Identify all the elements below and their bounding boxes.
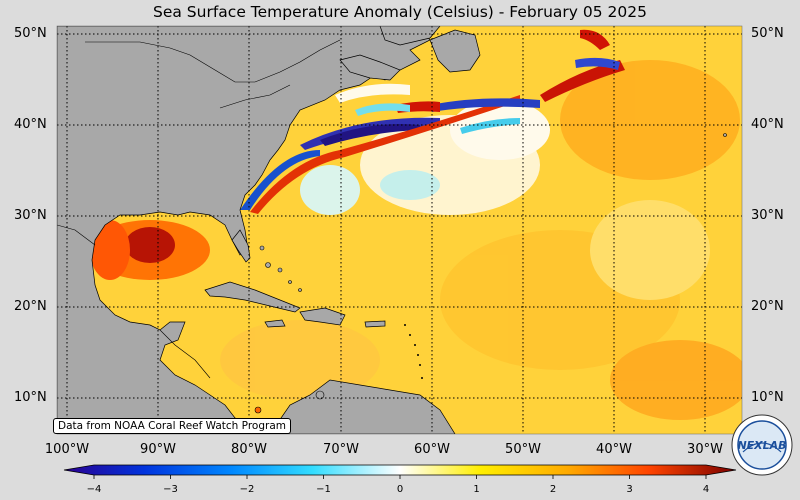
map-title: Sea Surface Temperature Anomaly (Celsius… bbox=[153, 3, 647, 21]
lon-label-40w: 40°W bbox=[596, 442, 632, 457]
lat-label-10-left: 10°N bbox=[14, 390, 47, 405]
lon-label-50w: 50°W bbox=[505, 442, 541, 457]
gridlines bbox=[57, 26, 742, 434]
colorbar bbox=[63, 464, 737, 476]
lon-label-70w: 70°W bbox=[323, 442, 359, 457]
colorbar-tick-label: 2 bbox=[549, 484, 557, 495]
lat-label-40-left: 40°N bbox=[14, 117, 47, 132]
lat-label-30-right: 30°N bbox=[751, 208, 784, 223]
data-credit: Data from NOAA Coral Reef Watch Program bbox=[53, 418, 291, 434]
colorbar-tick-label: 4 bbox=[702, 484, 710, 495]
bahamas bbox=[254, 133, 727, 414]
lat-label-20-right: 20°N bbox=[751, 299, 784, 314]
lat-label-30-left: 30°N bbox=[14, 208, 47, 223]
colorbar-ticks bbox=[93, 475, 707, 479]
colorbar-tick-label: 0 bbox=[396, 484, 404, 495]
colorbar-tick-label: 1 bbox=[473, 484, 480, 495]
colorbar-tick-label: −4 bbox=[86, 484, 102, 495]
colorbar-tick-label: −3 bbox=[163, 484, 178, 495]
colorbar-tick-label: −1 bbox=[316, 484, 331, 495]
lon-label-60w: 60°W bbox=[414, 442, 450, 457]
map-frame bbox=[56, 25, 743, 435]
lat-label-10-right: 10°N bbox=[751, 390, 784, 405]
lon-label-100w: 100°W bbox=[44, 442, 90, 457]
colorbar-tick-label: 3 bbox=[626, 484, 633, 495]
lat-label-20-left: 20°N bbox=[14, 299, 47, 314]
logo-text: NEXLAB bbox=[737, 439, 786, 452]
lon-label-90w: 90°W bbox=[140, 442, 176, 457]
lesser-antilles bbox=[404, 324, 423, 379]
lon-label-80w: 80°W bbox=[231, 442, 267, 457]
nexlab-logo[interactable]: NEXLAB bbox=[731, 414, 793, 476]
lat-label-50-left: 50°N bbox=[14, 26, 47, 41]
borders bbox=[57, 39, 341, 379]
lat-label-40-right: 40°N bbox=[751, 117, 784, 132]
lon-label-30w: 30°W bbox=[687, 442, 723, 457]
lat-label-50-right: 50°N bbox=[751, 26, 784, 41]
colorbar-tick-label: −2 bbox=[239, 484, 255, 495]
